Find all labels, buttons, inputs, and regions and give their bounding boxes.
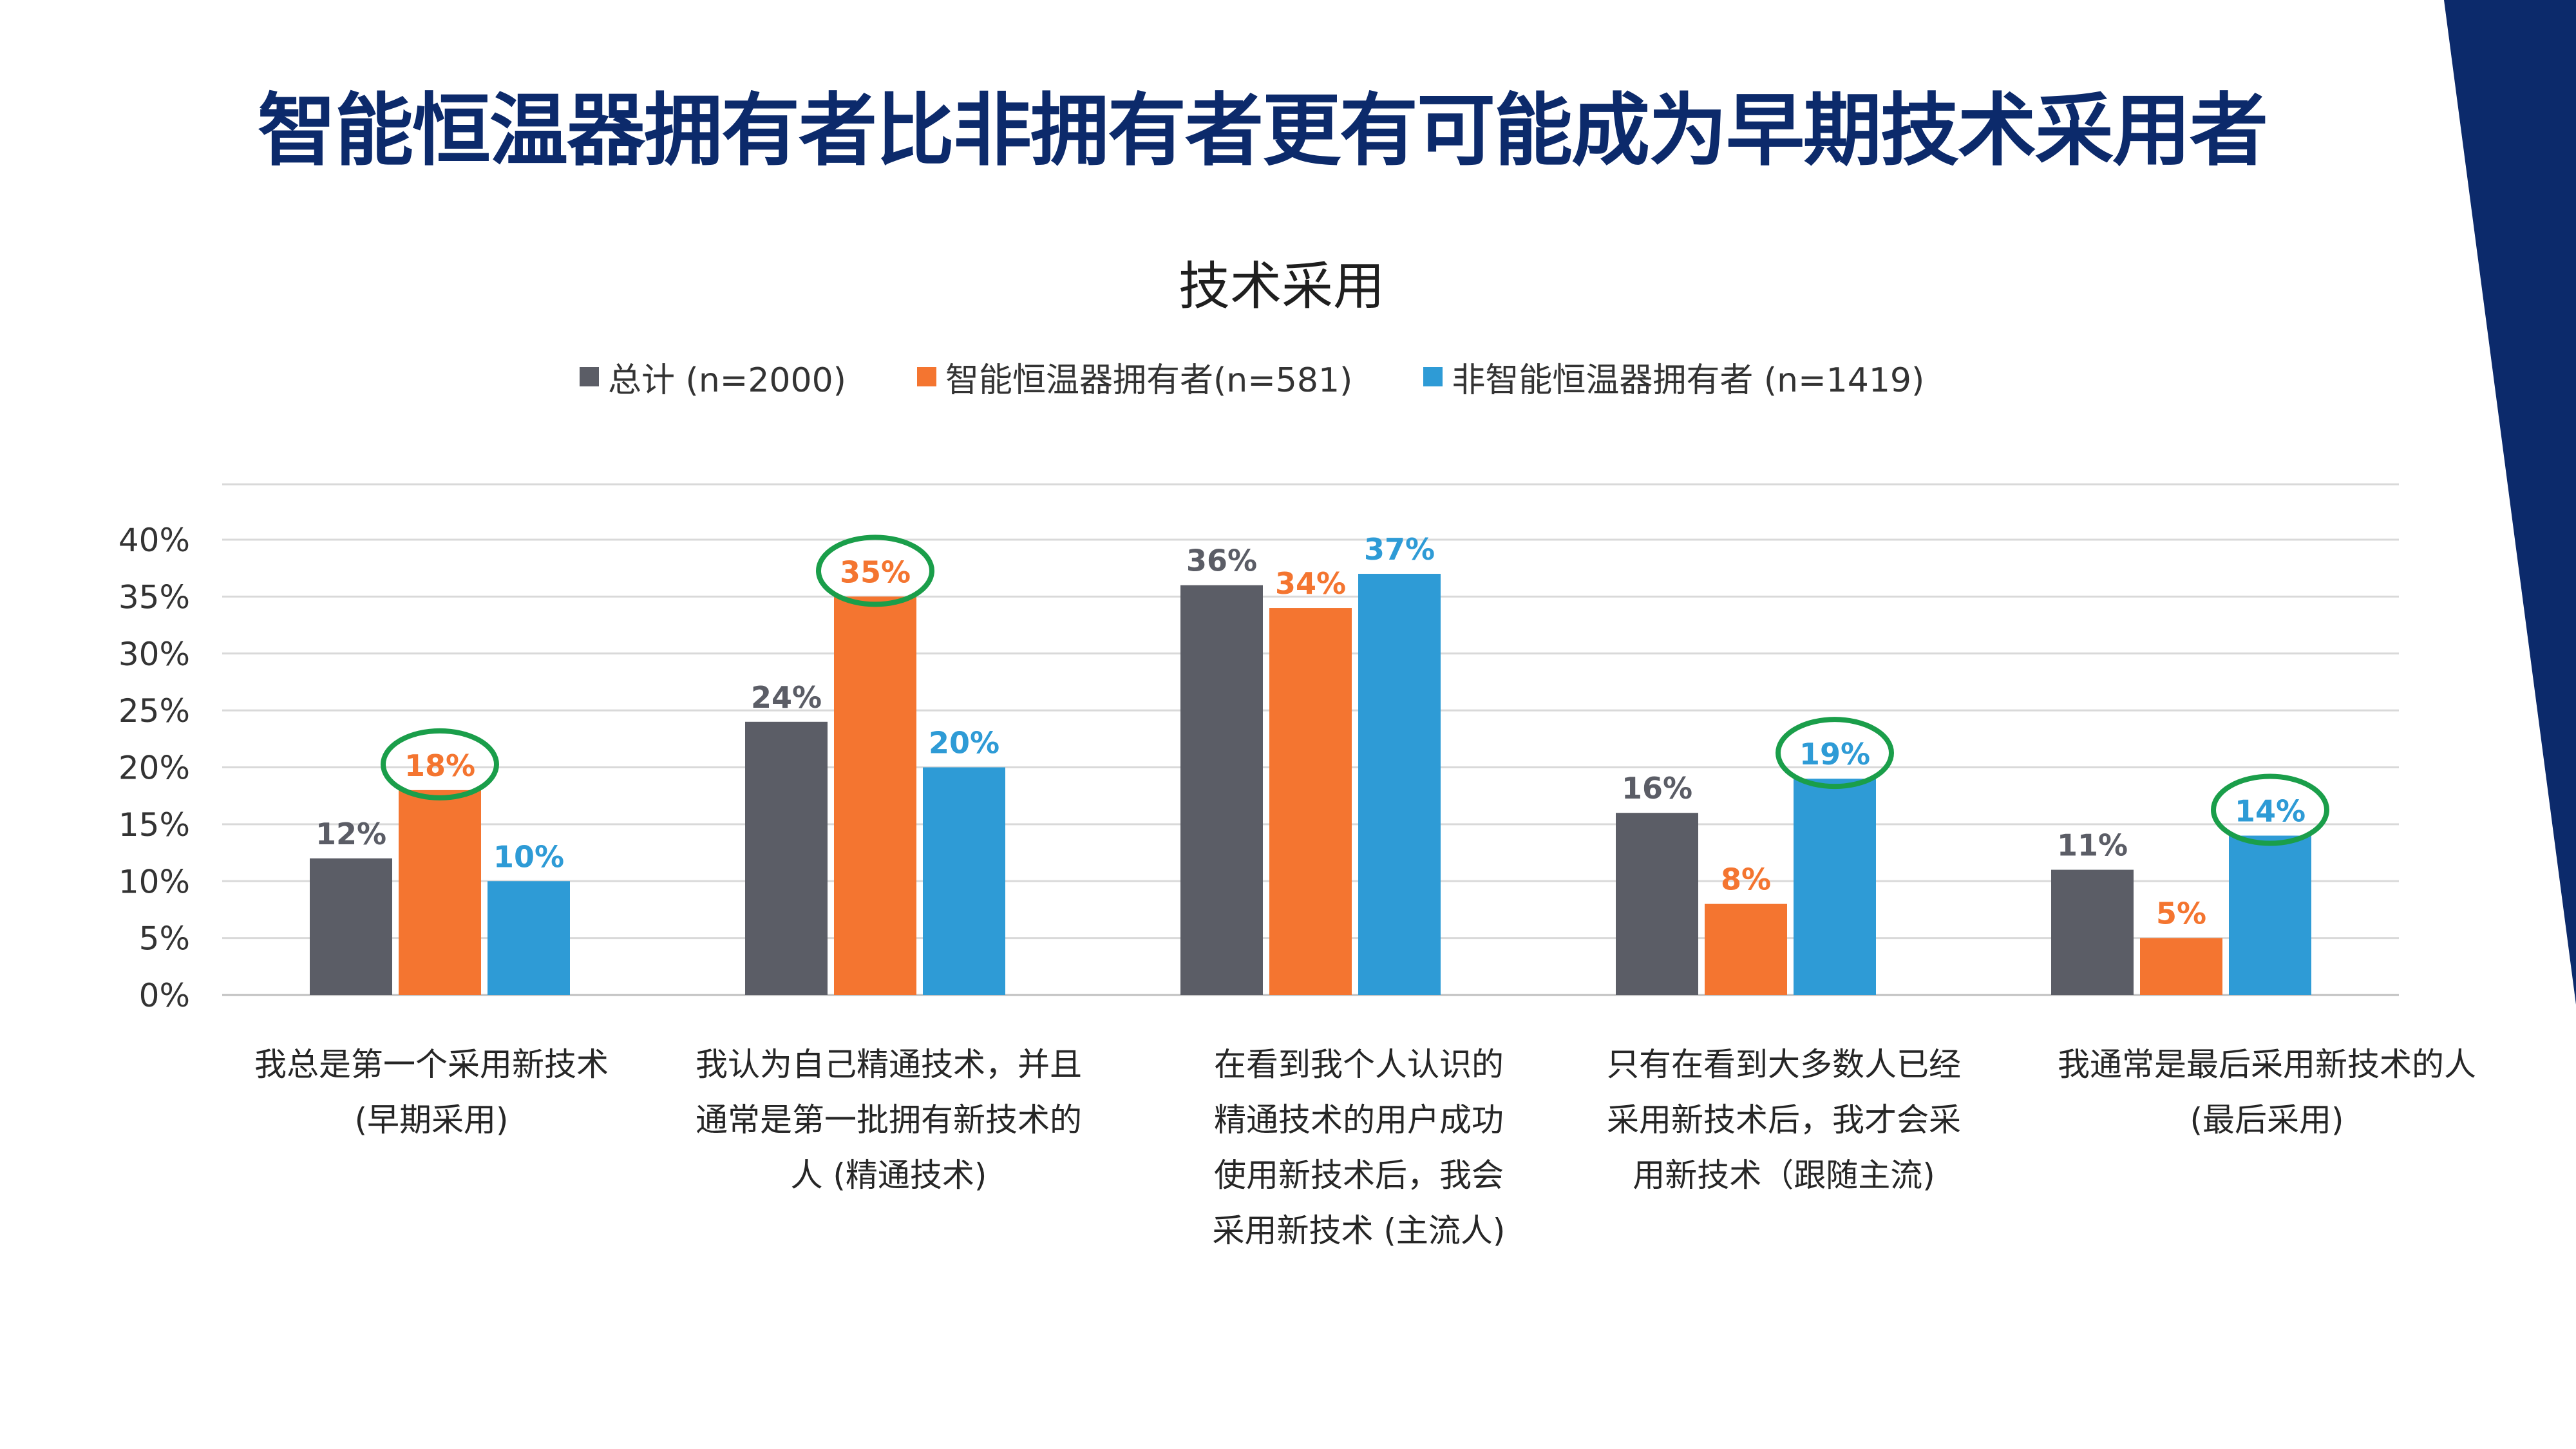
y-tick-label: 15%: [118, 806, 190, 844]
highlight-circle: [816, 535, 934, 607]
data-label: 8%: [1721, 862, 1771, 897]
highlight-circle: [381, 728, 499, 800]
y-tick-label: 40%: [118, 522, 190, 559]
data-label: 10%: [493, 839, 564, 874]
slide-title: 智能恒温器拥有者比非拥有者更有可能成为早期技术采用者: [258, 85, 2268, 176]
data-label: 24%: [751, 680, 822, 715]
bar: [310, 858, 392, 995]
legend-label-owners: 智能恒温器拥有者(n=581): [945, 361, 1353, 400]
y-tick-label: 10%: [118, 863, 190, 900]
category-label-line: 采用新技术后，我才会采: [1607, 1101, 1961, 1139]
category-label-line: 使用新技术后，我会: [1214, 1157, 1504, 1194]
navy-corner-shape: [2444, 0, 2576, 1005]
bar: [488, 881, 570, 995]
legend-item-owners: 智能恒温器拥有者(n=581): [916, 353, 1353, 401]
category-label-line: 我认为自己精通技术，并且: [696, 1046, 1082, 1083]
highlight-circle: [2211, 773, 2329, 846]
data-label: 16%: [1622, 771, 1692, 806]
category-label-line: 只有在看到大多数人已经: [1607, 1046, 1961, 1083]
data-label: 36%: [1186, 544, 1257, 578]
y-tick-label: 35%: [118, 578, 190, 616]
data-label: 34%: [1275, 566, 1346, 601]
y-tick-label: 5%: [139, 920, 190, 958]
data-label: 11%: [2057, 828, 2128, 863]
category-label: 我通常是最后采用新技术的人 (最后采用): [2054, 1037, 2479, 1148]
bar: [1705, 904, 1787, 995]
category-label: 我总是第一个采用新技术 (早期采用): [219, 1037, 644, 1148]
y-tick-label: 30%: [118, 636, 190, 673]
category-label-line: (最后采用): [2190, 1101, 2344, 1139]
bar: [1616, 813, 1698, 995]
highlight-circle: [1776, 717, 1894, 790]
legend-label-total: 总计 (n=2000): [608, 361, 846, 400]
bar: [2229, 835, 2311, 995]
bar: [2051, 869, 2134, 995]
category-label-line: (早期采用): [354, 1101, 509, 1139]
category-label: 只有在看到大多数人已经 采用新技术后，我才会采 用新技术（跟随主流): [1571, 1037, 1996, 1203]
category-label-line: 我通常是最后采用新技术的人: [2058, 1046, 2476, 1083]
bar: [399, 790, 481, 995]
y-tick-label: 20%: [118, 750, 190, 787]
category-label-line: 在看到我个人认识的: [1214, 1046, 1504, 1083]
y-tick-label: 25%: [118, 692, 190, 730]
bar: [1180, 585, 1263, 995]
category-label: 在看到我个人认识的 精通技术的用户成功 使用新技术后，我会 采用新技术 (主流人): [1146, 1037, 1571, 1258]
chart-title: 技术采用: [1179, 256, 1385, 316]
category-label-line: 精通技术的用户成功: [1214, 1101, 1504, 1139]
data-label: 5%: [2156, 896, 2206, 931]
legend-item-non-owners: 非智能恒温器拥有者 (n=1419): [1423, 353, 1924, 401]
bar: [1358, 574, 1441, 995]
bar: [834, 596, 916, 995]
legend-swatch-total: [580, 367, 599, 386]
data-label: 37%: [1364, 532, 1435, 567]
bar: [1794, 779, 1876, 995]
legend-swatch-non-owners: [1423, 367, 1443, 386]
category-label: 我认为自己精通技术，并且 通常是第一批拥有新技术的人 (精通技术): [676, 1037, 1101, 1203]
category-label-line: 用新技术（跟随主流): [1633, 1157, 1935, 1194]
legend-label-non-owners: 非智能恒温器拥有者 (n=1419): [1452, 361, 1925, 400]
data-label: 20%: [929, 726, 999, 761]
legend-item-total: 总计 (n=2000): [580, 353, 846, 401]
bar: [923, 767, 1005, 995]
bar: [1269, 608, 1352, 995]
category-label-line: 我总是第一个采用新技术: [254, 1046, 609, 1083]
data-label: 18%: [404, 748, 475, 783]
data-label: 12%: [316, 817, 386, 851]
y-tick-label: 0%: [139, 977, 190, 1014]
data-label: 19%: [1799, 737, 1870, 772]
data-label: 35%: [840, 554, 911, 589]
legend-swatch-owners: [916, 367, 936, 386]
data-label: 14%: [2235, 794, 2306, 829]
category-label-line: 人 (精通技术): [790, 1157, 987, 1194]
chart-legend: 总计 (n=2000) 智能恒温器拥有者(n=581) 非智能恒温器拥有者 (n…: [580, 351, 1932, 402]
category-label-line: 采用新技术 (主流人): [1212, 1212, 1506, 1249]
bar: [745, 721, 828, 995]
category-label-line: 通常是第一批拥有新技术的: [696, 1101, 1082, 1139]
bar: [2140, 938, 2222, 995]
